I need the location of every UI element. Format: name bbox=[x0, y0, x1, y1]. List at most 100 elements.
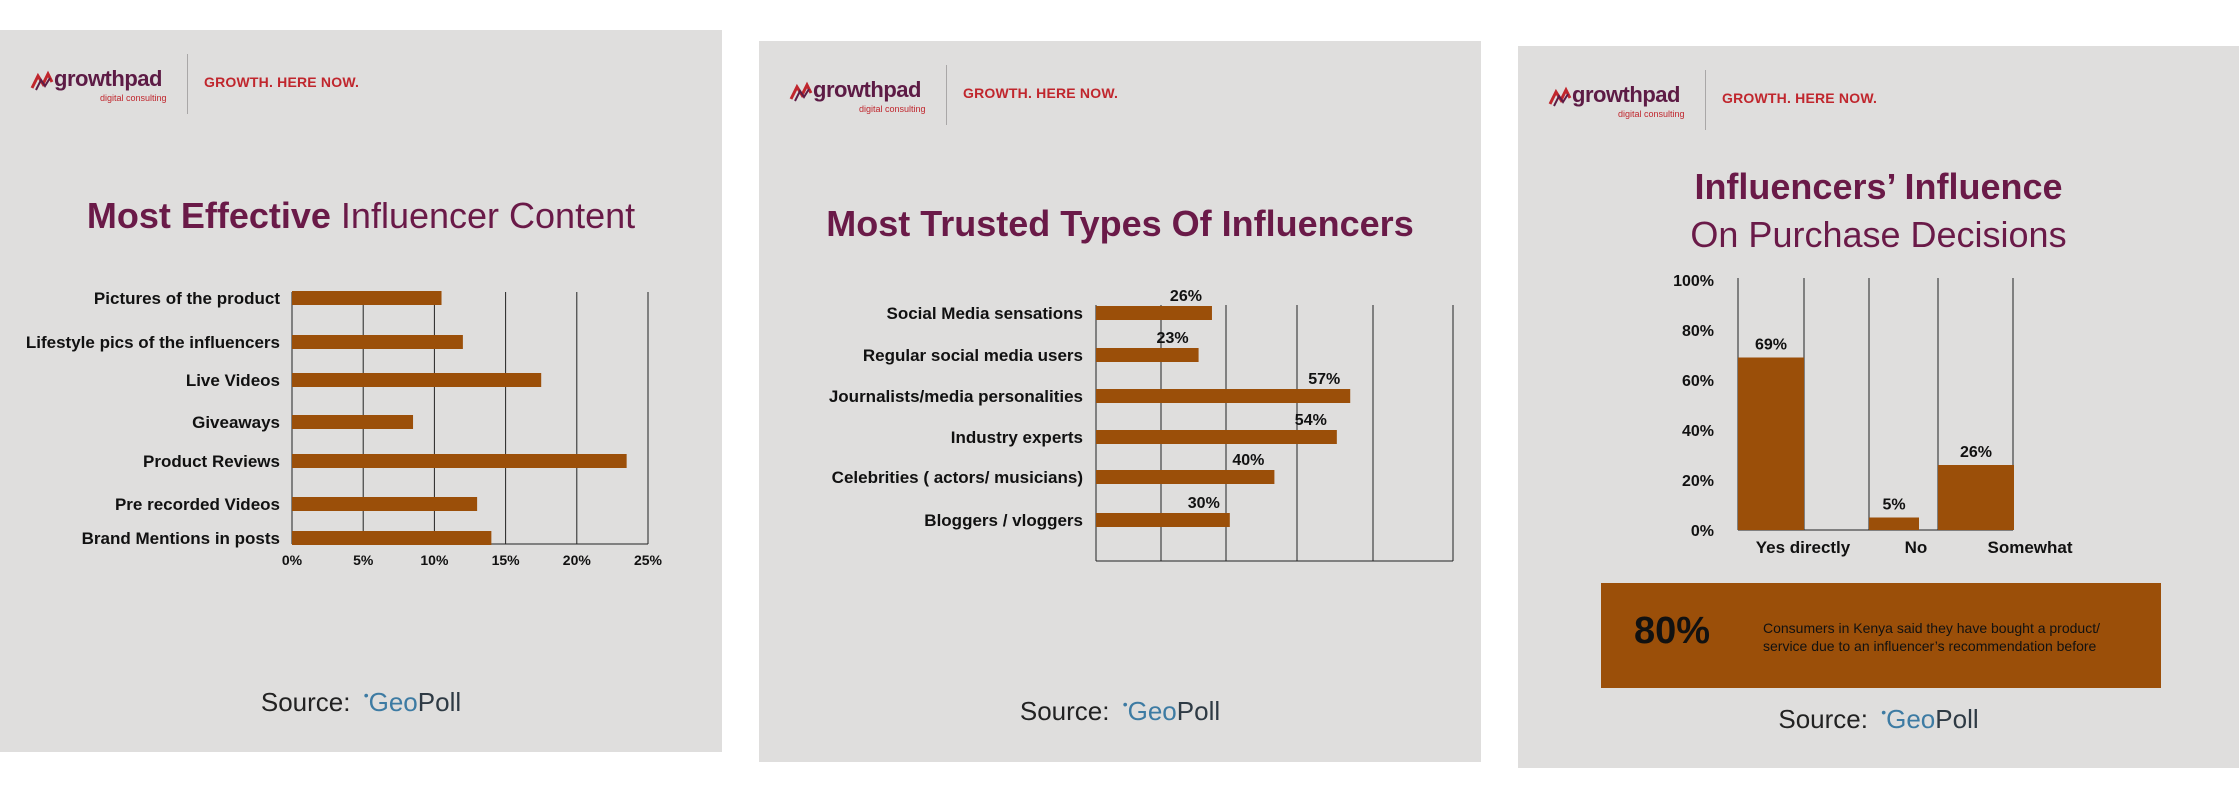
bar bbox=[1096, 513, 1230, 527]
y-tick-label: 0% bbox=[1691, 523, 1714, 540]
bar bbox=[292, 373, 542, 387]
data-label: 26% bbox=[1960, 444, 1992, 461]
bar bbox=[1096, 430, 1337, 444]
brand-header: growthpad digital consulting GROWTH. HER… bbox=[1548, 70, 1968, 130]
data-label: 30% bbox=[1188, 495, 1220, 512]
data-label: 23% bbox=[1157, 330, 1189, 347]
growthpad-logo-icon bbox=[789, 81, 813, 102]
bar bbox=[1738, 357, 1804, 530]
brand-subtitle: digital consulting bbox=[100, 93, 167, 103]
bar bbox=[292, 454, 627, 468]
source-brand-poll: Poll bbox=[1935, 704, 1979, 734]
chart-title-line2: On Purchase Decisions bbox=[1690, 214, 2067, 255]
bar bbox=[1096, 470, 1275, 484]
header-divider bbox=[187, 54, 188, 114]
x-tick-label: 5% bbox=[353, 552, 374, 568]
source-brand-geo: Geo bbox=[1127, 696, 1177, 726]
stat-callout: 80% Consumers in Kenya said they have bo… bbox=[1601, 583, 2161, 688]
brand-header: growthpad digital consulting GROWTH. HER… bbox=[789, 65, 1209, 125]
category-label: Social Media sensations bbox=[886, 304, 1083, 323]
category-label: Lifestyle pics of the influencers bbox=[26, 333, 280, 352]
x-tick-label: 0% bbox=[282, 552, 303, 568]
bar bbox=[1938, 465, 2014, 530]
bar bbox=[292, 497, 478, 511]
chart-title-light: Influencer Content bbox=[330, 195, 636, 236]
source-credit: Source: •GeoPoll bbox=[1518, 704, 2239, 735]
geopoll-antenna-icon: • bbox=[1122, 696, 1128, 712]
bar bbox=[292, 415, 414, 429]
bar bbox=[1096, 348, 1199, 362]
x-tick-label: 15% bbox=[492, 552, 521, 568]
data-label: 5% bbox=[1882, 497, 1905, 514]
category-label: Yes directly bbox=[1756, 538, 1851, 557]
data-label: 54% bbox=[1295, 412, 1327, 429]
category-label: Celebrities ( actors/ musicians) bbox=[832, 468, 1083, 487]
growthpad-logo-icon bbox=[1548, 86, 1572, 107]
category-label: Pictures of the product bbox=[94, 289, 280, 308]
brand-tagline: GROWTH. HERE NOW. bbox=[963, 85, 1119, 101]
panel-purchase-decisions: growthpad digital consulting GROWTH. HER… bbox=[1518, 46, 2239, 768]
source-brand-geo: Geo bbox=[1886, 704, 1936, 734]
data-label: 26% bbox=[1170, 288, 1202, 305]
bar bbox=[1096, 389, 1351, 403]
header-divider bbox=[1705, 70, 1706, 130]
chart-title-bold: Most Effective bbox=[86, 195, 331, 236]
y-tick-label: 100% bbox=[1673, 273, 1714, 290]
category-label: Somewhat bbox=[1987, 538, 2072, 557]
panel-most-effective-content: growthpad digital consulting GROWTH. HER… bbox=[0, 30, 722, 752]
category-label: Product Reviews bbox=[143, 452, 280, 471]
geopoll-antenna-icon: • bbox=[1881, 704, 1887, 720]
chart-title-line1: Influencers’ Influence bbox=[1694, 166, 2063, 207]
source-label: Source: bbox=[1778, 704, 1868, 734]
y-tick-label: 40% bbox=[1682, 423, 1714, 440]
bar bbox=[1096, 306, 1212, 320]
source-brand-geo: Geo bbox=[368, 687, 418, 717]
source-credit: Source: •GeoPoll bbox=[0, 687, 722, 718]
source-credit: Source: •GeoPoll bbox=[759, 696, 1481, 727]
category-label: Bloggers / vloggers bbox=[924, 511, 1083, 530]
x-tick-label: 10% bbox=[420, 552, 449, 568]
callout-value: 80% bbox=[1634, 610, 1711, 652]
chart-trusted-influencers: Social Media sensations 26% Regular social… bbox=[829, 288, 1454, 562]
category-label: Journalists/media personalities bbox=[829, 387, 1083, 406]
data-label: 57% bbox=[1308, 371, 1340, 388]
panel-most-trusted-influencers: growthpad digital consulting GROWTH. HER… bbox=[759, 41, 1481, 762]
bar bbox=[292, 291, 442, 305]
category-label: Pre recorded Videos bbox=[115, 495, 280, 514]
category-label: Brand Mentions in posts bbox=[82, 529, 280, 548]
y-tick-label: 60% bbox=[1682, 373, 1714, 390]
chart-title-bold: Most Trusted Types Of Influencers bbox=[826, 203, 1414, 244]
x-tick-label: 25% bbox=[634, 552, 663, 568]
bar bbox=[292, 335, 463, 349]
bar bbox=[1869, 517, 1919, 530]
geopoll-antenna-icon: • bbox=[363, 687, 369, 703]
source-label: Source: bbox=[1019, 696, 1110, 726]
growthpad-logo-icon bbox=[30, 70, 54, 91]
chart-purchase-decisions: 100% 80% 60% 40% 20% 0% 69% Yes directly 5% No 26%… bbox=[1673, 273, 2073, 557]
data-label: 69% bbox=[1755, 337, 1787, 354]
chart-effective-content: 0% 5% 10% 15% 20% 25% Pictures of the product L… bbox=[26, 289, 663, 568]
y-tick-label: 80% bbox=[1682, 323, 1714, 340]
source-label: Source: bbox=[260, 687, 351, 717]
brand-name: growthpad bbox=[54, 66, 162, 91]
category-label: Regular social media users bbox=[863, 346, 1083, 365]
x-tick-label: 20% bbox=[563, 552, 592, 568]
category-label: Industry experts bbox=[951, 428, 1083, 447]
brand-name: growthpad bbox=[813, 77, 921, 102]
category-label: Giveaways bbox=[192, 413, 280, 432]
chart-title: Most Effective Influencer Content bbox=[0, 195, 722, 237]
y-tick-label: 20% bbox=[1682, 473, 1714, 490]
bar bbox=[292, 531, 492, 545]
data-label: 40% bbox=[1232, 452, 1264, 469]
source-brand-poll: Poll bbox=[1176, 696, 1221, 726]
chart-title: Most Trusted Types Of Influencers bbox=[759, 203, 1481, 245]
category-label: No bbox=[1905, 538, 1928, 557]
brand-subtitle: digital consulting bbox=[1618, 109, 1685, 119]
brand-tagline: GROWTH. HERE NOW. bbox=[1722, 90, 1878, 106]
category-label: Live Videos bbox=[186, 371, 280, 390]
callout-text: Consumers in Kenya said they have bought… bbox=[1763, 620, 2100, 654]
brand-header: growthpad digital consulting GROWTH. HER… bbox=[30, 54, 450, 114]
brand-subtitle: digital consulting bbox=[859, 104, 926, 114]
brand-name: growthpad bbox=[1572, 82, 1680, 107]
brand-tagline: GROWTH. HERE NOW. bbox=[204, 74, 360, 90]
